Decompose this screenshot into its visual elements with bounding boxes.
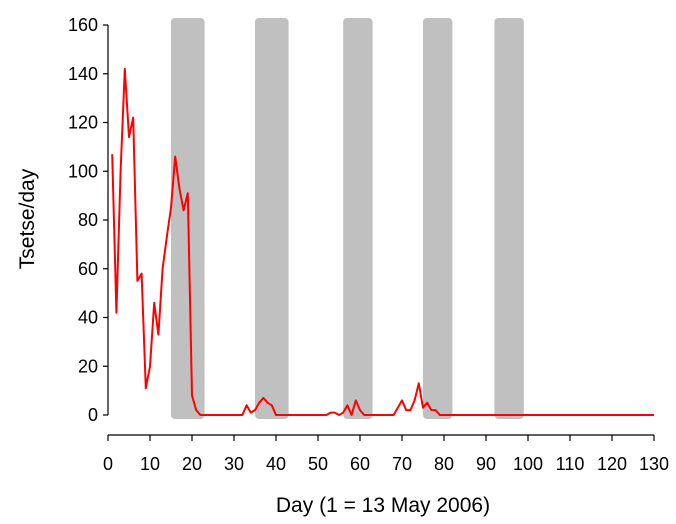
x-tick-label: 120 xyxy=(597,454,627,474)
plot-area xyxy=(111,67,654,416)
x-tick-label: 130 xyxy=(639,454,669,474)
x-tick-label: 110 xyxy=(556,454,585,474)
y-tick-label: 80 xyxy=(78,210,98,230)
x-tick-label: 20 xyxy=(182,454,202,474)
y-tick-label: 100 xyxy=(68,161,98,181)
y-tick-label: 40 xyxy=(78,308,98,328)
y-tick-label: 120 xyxy=(68,113,98,133)
y-tick-label: 140 xyxy=(68,64,98,84)
shaded-bands xyxy=(171,18,524,419)
x-tick-label: 10 xyxy=(140,454,160,474)
y-axis-title: Tsetse/day xyxy=(16,168,39,269)
y-tick-label: 20 xyxy=(78,356,98,376)
x-axis-title: Day (1 = 13 May 2006) xyxy=(276,494,490,517)
y-tick-label: 0 xyxy=(88,405,98,425)
axes: 0 20 40 60 80 100 120 140 160 0 10 20 30 40 50 60 70 80 90… xyxy=(68,15,669,474)
y-tick-label: 60 xyxy=(78,259,98,279)
y-tick-label: 160 xyxy=(68,15,98,35)
shaded-band-3 xyxy=(343,18,373,419)
x-tick-label: 30 xyxy=(224,454,244,474)
x-tick-label: 40 xyxy=(266,454,286,474)
x-tick-label: 80 xyxy=(434,454,454,474)
shaded-band-4 xyxy=(423,18,453,419)
x-tick-label: 100 xyxy=(513,454,543,474)
shaded-band-5 xyxy=(494,18,524,419)
shaded-band-2 xyxy=(255,18,289,419)
x-tick-label: 60 xyxy=(350,454,370,474)
x-tick-label: 0 xyxy=(103,454,113,474)
x-tick-label: 70 xyxy=(392,454,412,474)
series-line-1 xyxy=(111,67,654,416)
x-tick-label: 50 xyxy=(308,454,328,474)
x-tick-label: 90 xyxy=(476,454,496,474)
